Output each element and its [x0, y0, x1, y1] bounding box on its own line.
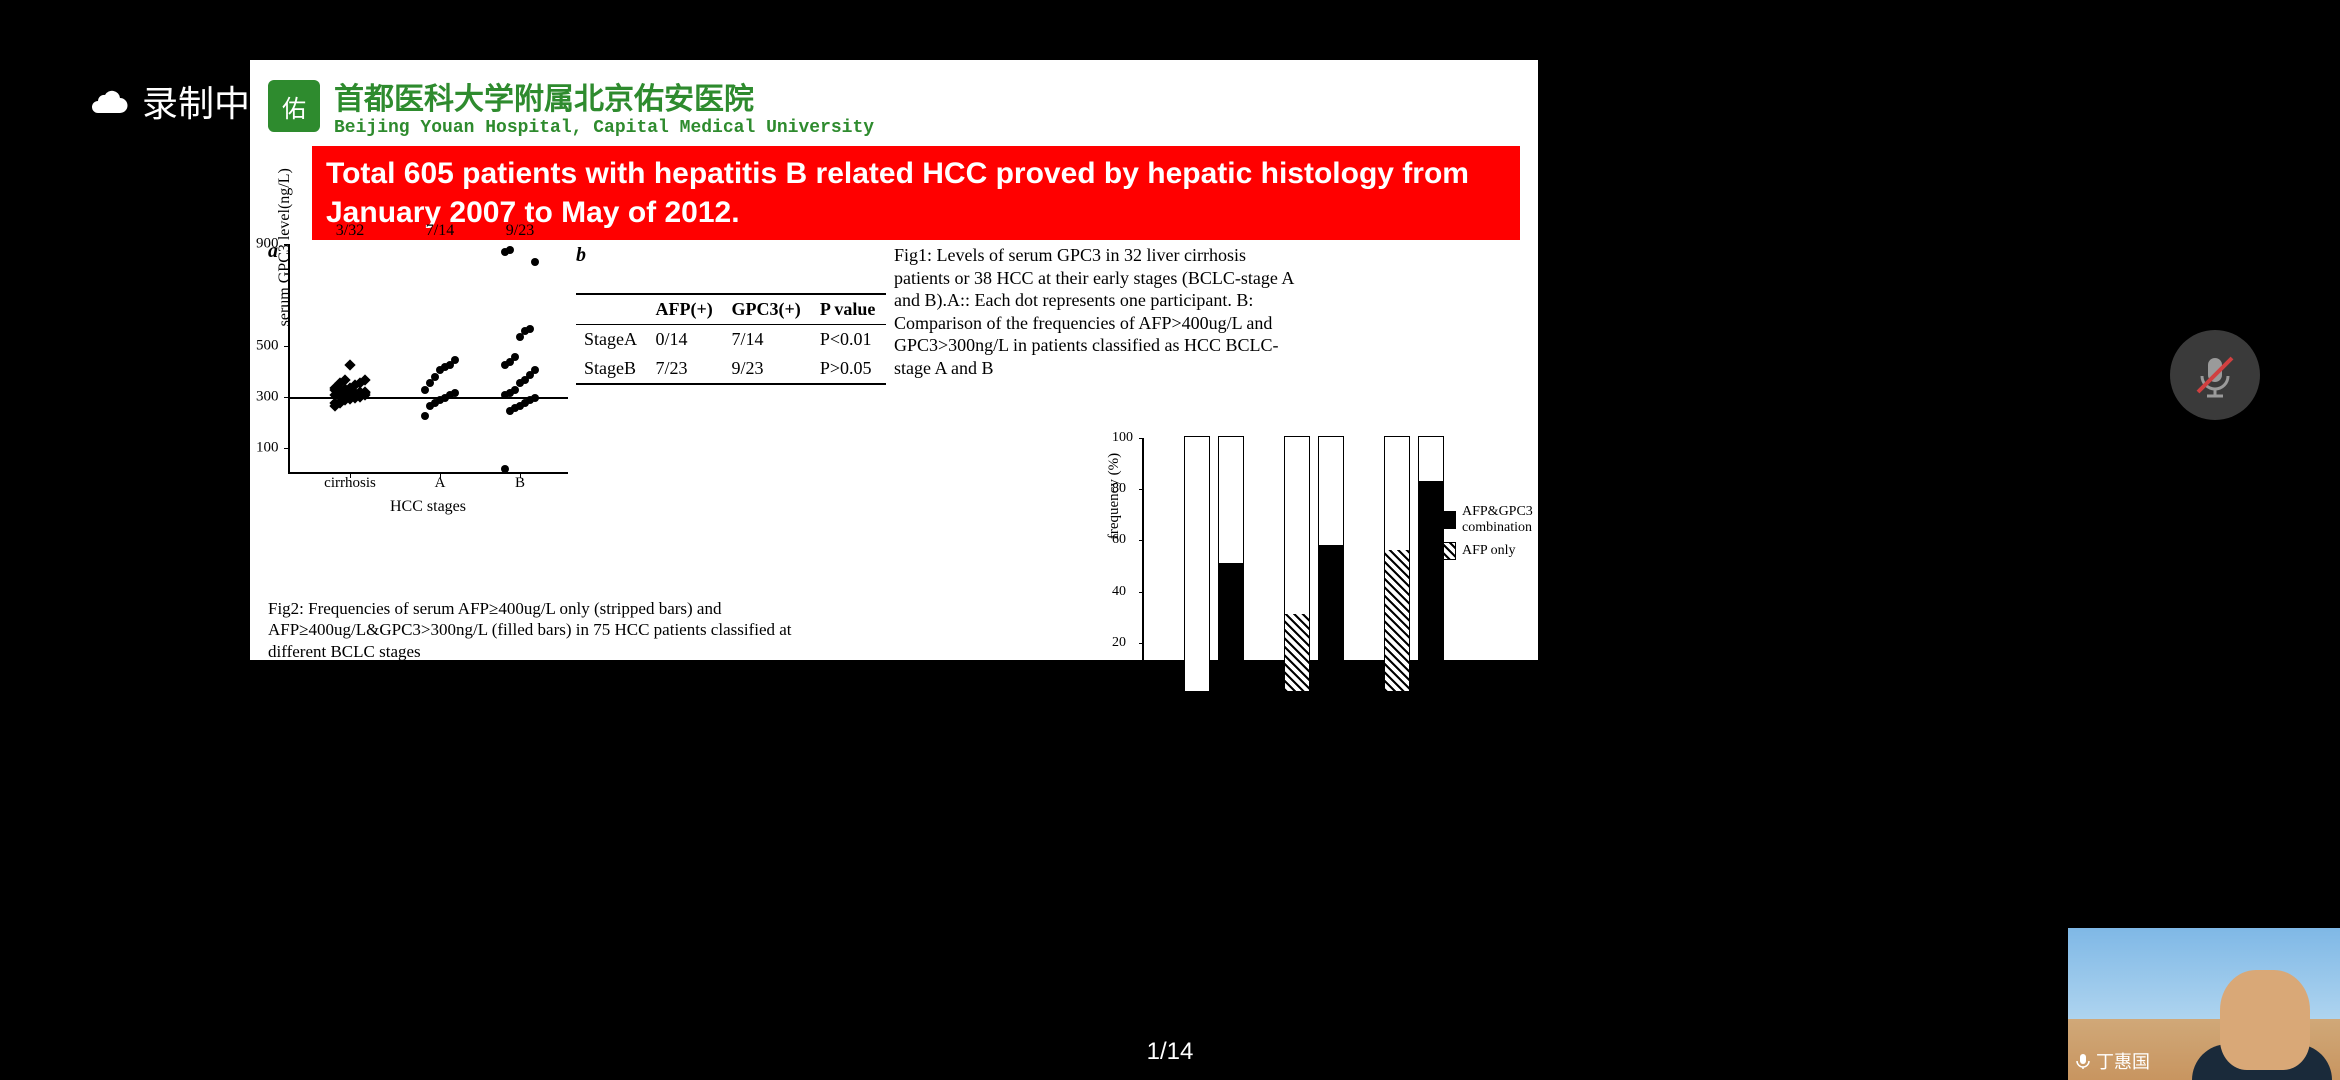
- table-header: GPC3(+): [723, 294, 811, 325]
- data-point: [421, 386, 429, 394]
- ytick: 20: [1112, 635, 1126, 651]
- table-row: StageA0/147/14P<0.01: [576, 325, 886, 355]
- legend-label: AFP&GPC3 combination: [1462, 504, 1552, 536]
- speaker-video-thumbnail[interactable]: 丁惠国: [2068, 928, 2340, 1080]
- count-label: 7/14: [426, 222, 454, 240]
- bar: [1384, 436, 1410, 692]
- data-point: [531, 366, 539, 374]
- table-cell: P<0.01: [812, 325, 886, 355]
- table-cell: 7/23: [648, 354, 724, 384]
- ytick: 40: [1112, 584, 1126, 600]
- data-point: [451, 389, 459, 397]
- data-point: [531, 394, 539, 402]
- citation-1: Hui Liu, et al. W J Gastroenterol. 2010;…: [268, 668, 828, 689]
- speaker-name-badge: 丁惠国: [2074, 1048, 2150, 1074]
- category-label: stageB: [1296, 694, 1333, 710]
- bar: [1318, 436, 1344, 692]
- title-banner: Total 605 patients with hepatitis B rela…: [312, 146, 1520, 240]
- mic-muted-icon: [2190, 350, 2240, 400]
- panel-a: a serum GPC3 level(ng/L) 100300500900cir…: [268, 244, 568, 516]
- scatter-ylabel: serum GPC3 level(ng/L): [276, 168, 294, 326]
- recording-label: 录制中: [142, 75, 250, 127]
- data-point: [511, 353, 519, 361]
- recording-indicator: 录制中: [90, 75, 250, 127]
- category-label: stageC+D: [1387, 694, 1441, 710]
- ytick: 100: [256, 440, 279, 457]
- ytick: 80: [1112, 481, 1126, 497]
- legend-item: AFP only: [1430, 542, 1552, 560]
- ytick: 60: [1112, 532, 1126, 548]
- comparison-table: AFP(+)GPC3(+)P valueStageA0/147/14P<0.01…: [576, 293, 886, 385]
- data-point: [431, 373, 439, 381]
- mic-icon: [2074, 1052, 2092, 1070]
- table-row: StageB7/239/23P>0.05: [576, 354, 886, 384]
- bar: [1218, 436, 1244, 692]
- data-point: [501, 465, 509, 473]
- page-counter: 1/14: [1147, 1038, 1194, 1066]
- bar: [1418, 436, 1444, 692]
- citation-2: Li Bing,et al. Afri Sci Health,2013: [268, 695, 828, 716]
- table-cell: P>0.05: [812, 354, 886, 384]
- mute-button[interactable]: [2170, 330, 2260, 420]
- legend-item: AFP&GPC3 combination: [1430, 504, 1552, 536]
- ytick: 300: [256, 389, 279, 406]
- data-point: [451, 356, 459, 364]
- scatter-xlabel: HCC stages: [288, 498, 568, 516]
- data-point: [531, 258, 539, 266]
- table-header: AFP(+): [648, 294, 724, 325]
- hospital-logo-icon: 佑: [268, 80, 320, 132]
- ytick: 500: [256, 338, 279, 355]
- barchart-legend: AFP&GPC3 combination AFP only: [1430, 498, 1552, 566]
- data-point: [421, 412, 429, 420]
- count-label: 9/23: [506, 222, 534, 240]
- data-point: [526, 325, 534, 333]
- table-cell: 9/23: [723, 354, 811, 384]
- data-point: [344, 359, 355, 370]
- scatter-plot: serum GPC3 level(ng/L) 100300500900cirrh…: [288, 244, 568, 474]
- hospital-name-en: Beijing Youan Hospital, Capital Medical …: [334, 118, 874, 138]
- table-cell: StageB: [576, 354, 648, 384]
- table-header: P value: [812, 294, 886, 325]
- speaker-name-text: 丁惠国: [2096, 1048, 2150, 1074]
- panel-b-label: b: [576, 244, 586, 266]
- table-cell: 7/14: [723, 325, 811, 355]
- panel-b: b AFP(+)GPC3(+)P valueStageA0/147/14P<0.…: [576, 244, 886, 516]
- table-cell: 0/14: [648, 325, 724, 355]
- hospital-header: 佑 首都医科大学附属北京佑安医院 Beijing Youan Hospital,…: [268, 74, 1520, 138]
- ytick: 100: [1112, 430, 1133, 446]
- table-cell: StageA: [576, 325, 648, 355]
- speaker-face: [2220, 970, 2310, 1070]
- bar: [1284, 436, 1310, 692]
- bar-chart: frequency (%) AFP&GPC3 combinationAFP on…: [1142, 438, 1442, 694]
- hospital-name-cn: 首都医科大学附属北京佑安医院: [334, 74, 874, 118]
- bar: [1184, 436, 1210, 692]
- category-label: stageA: [1195, 694, 1233, 710]
- data-point: [511, 386, 519, 394]
- fig2-caption: Fig2: Frequencies of serum AFP≥400ug/L o…: [268, 598, 828, 662]
- ytick: 0: [1112, 686, 1119, 702]
- cloud-icon: [90, 86, 130, 116]
- table-header: [576, 294, 648, 325]
- ytick: 900: [256, 236, 279, 253]
- presentation-slide: 佑 首都医科大学附属北京佑安医院 Beijing Youan Hospital,…: [250, 60, 1538, 660]
- legend-label: AFP only: [1462, 543, 1516, 559]
- count-label: 3/32: [336, 222, 364, 240]
- data-point: [506, 246, 514, 254]
- bar-chart-wrap: frequency (%) AFP&GPC3 combinationAFP on…: [1142, 438, 1442, 694]
